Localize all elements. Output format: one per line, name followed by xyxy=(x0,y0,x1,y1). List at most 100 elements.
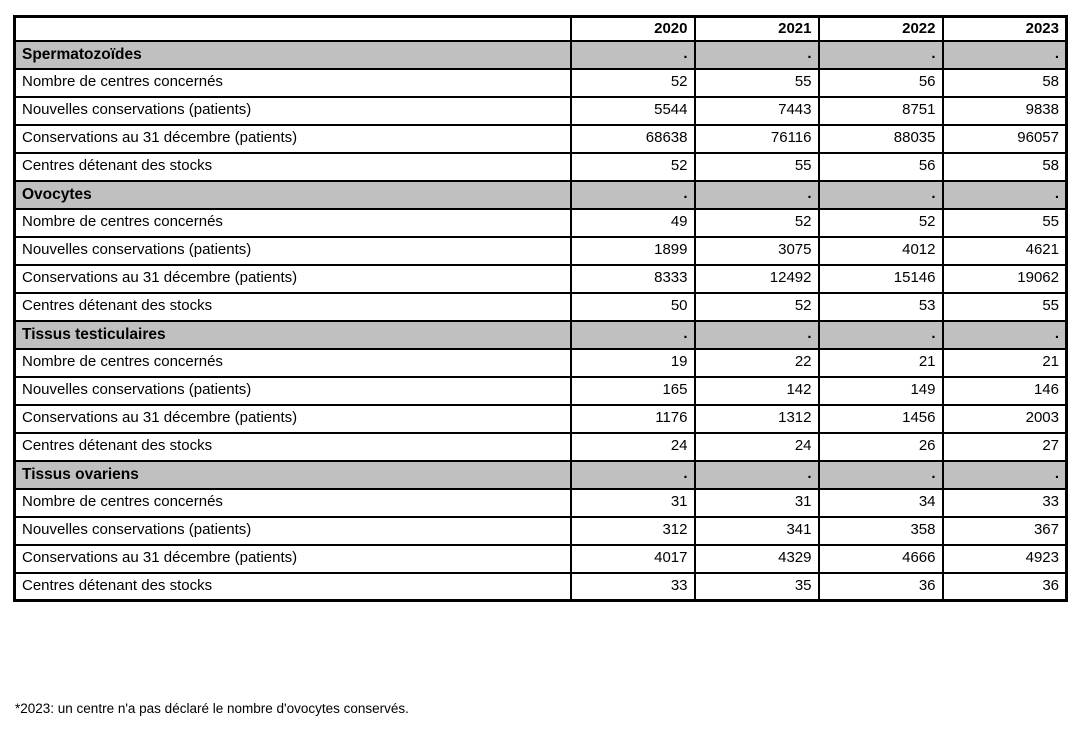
section-dot: . xyxy=(941,39,1068,70)
section-dot: . xyxy=(941,319,1068,350)
section-dot: . xyxy=(941,179,1068,210)
value-cell: 149 xyxy=(817,375,944,406)
value-cell: 22 xyxy=(693,347,820,378)
value-cell: 33 xyxy=(941,487,1068,518)
value-cell: 4329 xyxy=(693,543,820,574)
value-cell: 24 xyxy=(693,431,820,462)
value-cell: 50 xyxy=(569,291,696,322)
value-cell: 8333 xyxy=(569,263,696,294)
row-label: Nouvelles conservations (patients) xyxy=(13,375,572,406)
row-label: Centres détenant des stocks xyxy=(13,571,572,602)
conservation-table-body: 2020 2021 2022 2023 Spermatozoïdes.... Nombre… xyxy=(13,15,1068,602)
row-label: Conservations au 31 décembre (patients) xyxy=(13,263,572,294)
table-row: Nouvelles conservations (patients) 5544 74… xyxy=(13,95,1068,126)
value-cell: 8751 xyxy=(817,95,944,126)
row-label: Nombre de centres concernés xyxy=(13,67,572,98)
value-cell: 58 xyxy=(941,67,1068,98)
value-cell: 52 xyxy=(569,151,696,182)
value-cell: 52 xyxy=(693,291,820,322)
value-cell: 52 xyxy=(693,207,820,238)
value-cell: 56 xyxy=(817,151,944,182)
value-cell: 88035 xyxy=(817,123,944,154)
value-cell: 341 xyxy=(693,515,820,546)
table-row: Centres détenant des stocks 24 24 26 27 xyxy=(13,431,1068,462)
year-header: 2021 xyxy=(693,15,820,42)
value-cell: 49 xyxy=(569,207,696,238)
value-cell: 142 xyxy=(693,375,820,406)
value-cell: 7443 xyxy=(693,95,820,126)
section-title: Tissus ovariens xyxy=(13,459,572,490)
value-cell: 19 xyxy=(569,347,696,378)
section-dot: . xyxy=(817,319,944,350)
value-cell: 27 xyxy=(941,431,1068,462)
section-dot: . xyxy=(569,459,696,490)
section-header-row: Tissus ovariens.... xyxy=(13,459,1068,490)
value-cell: 19062 xyxy=(941,263,1068,294)
table-row: Centres détenant des stocks 50 52 53 55 xyxy=(13,291,1068,322)
value-cell: 1312 xyxy=(693,403,820,434)
value-cell: 76116 xyxy=(693,123,820,154)
value-cell: 68638 xyxy=(569,123,696,154)
value-cell: 55 xyxy=(693,67,820,98)
row-label: Nouvelles conservations (patients) xyxy=(13,95,572,126)
table-row: Nombre de centres concernés 49 52 52 55 xyxy=(13,207,1068,238)
year-header: 2020 xyxy=(569,15,696,42)
value-cell: 35 xyxy=(693,571,820,602)
section-dot: . xyxy=(693,179,820,210)
value-cell: 12492 xyxy=(693,263,820,294)
value-cell: 52 xyxy=(569,67,696,98)
value-cell: 358 xyxy=(817,515,944,546)
section-dot: . xyxy=(817,39,944,70)
value-cell: 4012 xyxy=(817,235,944,266)
section-title: Spermatozoïdes xyxy=(13,39,572,70)
value-cell: 312 xyxy=(569,515,696,546)
value-cell: 5544 xyxy=(569,95,696,126)
year-header: 2023 xyxy=(941,15,1068,42)
value-cell: 21 xyxy=(817,347,944,378)
value-cell: 9838 xyxy=(941,95,1068,126)
value-cell: 36 xyxy=(941,571,1068,602)
row-label: Centres détenant des stocks xyxy=(13,431,572,462)
value-cell: 56 xyxy=(817,67,944,98)
section-dot: . xyxy=(693,319,820,350)
section-dot: . xyxy=(693,39,820,70)
value-cell: 21 xyxy=(941,347,1068,378)
value-cell: 1899 xyxy=(569,235,696,266)
section-dot: . xyxy=(817,179,944,210)
section-dot: . xyxy=(569,319,696,350)
value-cell: 36 xyxy=(817,571,944,602)
value-cell: 55 xyxy=(941,291,1068,322)
value-cell: 34 xyxy=(817,487,944,518)
conservation-table: 2020 2021 2022 2023 Spermatozoïdes.... Nombre… xyxy=(13,15,1068,602)
value-cell: 4923 xyxy=(941,543,1068,574)
value-cell: 1456 xyxy=(817,403,944,434)
table-row: Nouvelles conservations (patients) 165 142… xyxy=(13,375,1068,406)
table-row: Conservations au 31 décembre (patients) 8… xyxy=(13,263,1068,294)
section-title: Ovocytes xyxy=(13,179,572,210)
table-row: Conservations au 31 décembre (patients) 4… xyxy=(13,543,1068,574)
value-cell: 24 xyxy=(569,431,696,462)
table-row: Conservations au 31 décembre (patients) 1… xyxy=(13,403,1068,434)
value-cell: 55 xyxy=(693,151,820,182)
corner-cell xyxy=(13,15,572,42)
section-dot: . xyxy=(569,179,696,210)
value-cell: 146 xyxy=(941,375,1068,406)
value-cell: 26 xyxy=(817,431,944,462)
year-header-row: 2020 2021 2022 2023 xyxy=(13,15,1068,42)
section-dot: . xyxy=(941,459,1068,490)
section-header-row: Tissus testiculaires.... xyxy=(13,319,1068,350)
section-dot: . xyxy=(693,459,820,490)
section-header-row: Ovocytes.... xyxy=(13,179,1068,210)
value-cell: 33 xyxy=(569,571,696,602)
row-label: Conservations au 31 décembre (patients) xyxy=(13,403,572,434)
row-label: Nombre de centres concernés xyxy=(13,207,572,238)
row-label: Centres détenant des stocks xyxy=(13,291,572,322)
row-label: Centres détenant des stocks xyxy=(13,151,572,182)
value-cell: 2003 xyxy=(941,403,1068,434)
value-cell: 3075 xyxy=(693,235,820,266)
row-label: Nombre de centres concernés xyxy=(13,347,572,378)
table-row: Nombre de centres concernés 52 55 56 58 xyxy=(13,67,1068,98)
value-cell: 96057 xyxy=(941,123,1068,154)
section-title: Tissus testiculaires xyxy=(13,319,572,350)
